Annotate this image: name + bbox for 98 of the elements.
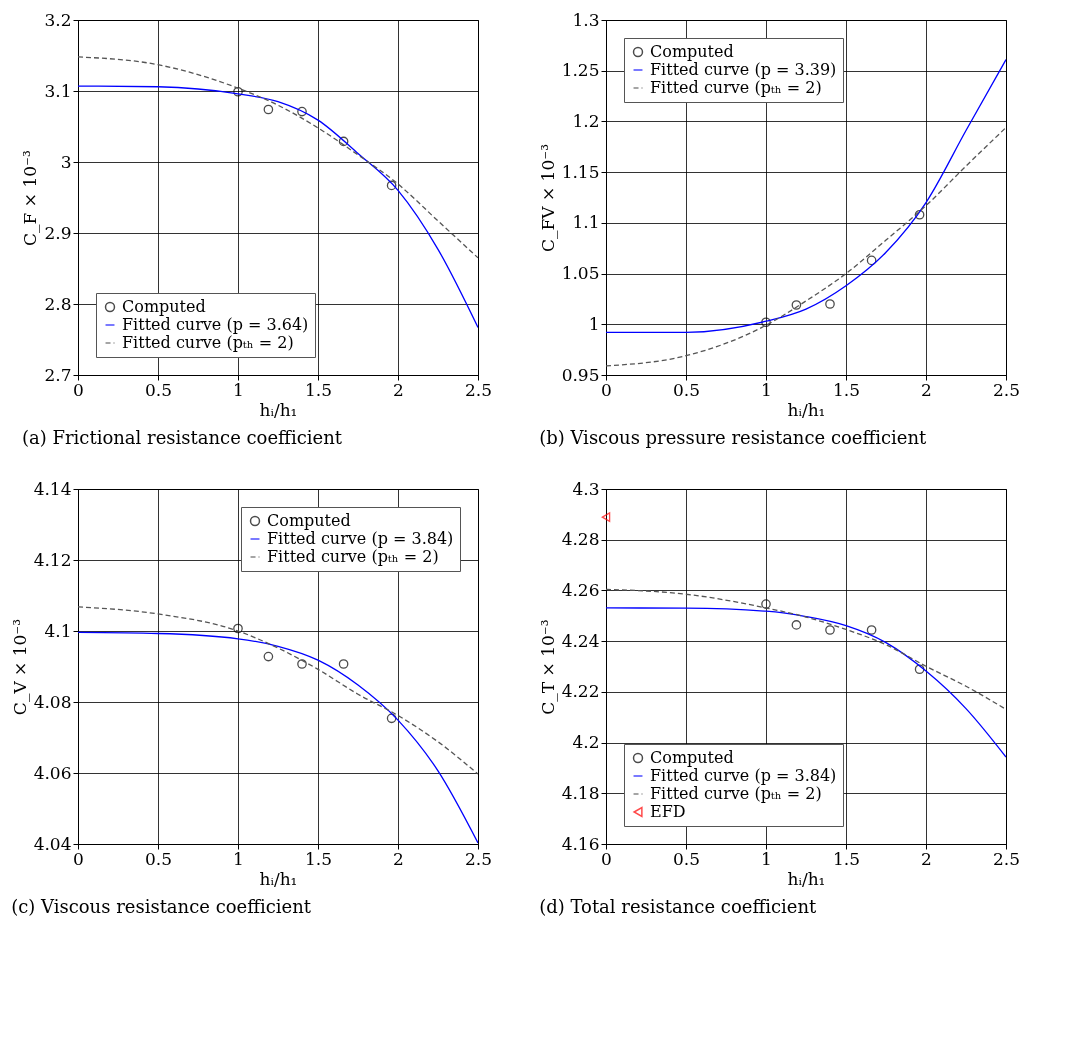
point <box>601 512 611 522</box>
point <box>791 300 802 310</box>
x-tick-label: 0.5 <box>144 848 173 869</box>
y-tick-label: 4.26 <box>561 579 600 600</box>
x-tick-label: 0 <box>73 379 84 400</box>
point <box>761 599 771 609</box>
legend-label: Fitted curve (p = 3.84) <box>267 529 454 548</box>
legend-label: Fitted curve (pₜₕ = 2) <box>122 333 294 352</box>
y-tick-label: 4.06 <box>33 762 72 783</box>
x-tick-label: 2.5 <box>992 848 1021 869</box>
x-tick-label: 0 <box>73 848 84 869</box>
y-tick-label: 3.1 <box>44 80 72 101</box>
x-tick-label: 0.5 <box>672 848 701 869</box>
legend-label: Computed <box>122 297 206 316</box>
point <box>866 625 877 635</box>
y-tick-label: 4.24 <box>561 630 600 651</box>
y-axis-title: C_F × 10⁻³ <box>20 150 41 246</box>
y-tick-label: 4.3 <box>572 478 600 499</box>
x-tick-label: 2.5 <box>464 848 493 869</box>
point <box>233 623 243 634</box>
x-axis-title: hᵢ/h₁ <box>787 399 826 420</box>
point <box>386 713 397 724</box>
y-axis-title: C_T × 10⁻³ <box>537 619 558 715</box>
y-tick-label: 1.1 <box>572 212 600 233</box>
y-tick-label: 4.1 <box>44 620 72 641</box>
y-axis-title: C_V × 10⁻³ <box>9 618 30 716</box>
legend-label: Computed <box>650 42 734 61</box>
x-tick-label: 1.5 <box>832 848 861 869</box>
y-tick-label: 1.2 <box>572 110 600 131</box>
x-tick-label: 2.5 <box>464 379 493 400</box>
y-tick-label: 4.14 <box>33 478 72 499</box>
legend-label: Computed <box>650 748 734 767</box>
x-tick-label: 1.5 <box>832 379 861 400</box>
legend-label: Fitted curve (pₜₕ = 2) <box>650 78 822 97</box>
x-tick-label: 0 <box>601 848 612 869</box>
y-tick-label: 1 <box>588 313 600 334</box>
text: (c) Viscous resistance coefficient <box>11 896 312 917</box>
y-tick-label: 2.8 <box>44 293 72 314</box>
x-tick-label: 2 <box>393 848 404 869</box>
x-tick-label: 1 <box>233 379 244 400</box>
x-tick-label: 1 <box>761 379 772 400</box>
x-tick-label: 1 <box>761 848 772 869</box>
point <box>338 659 349 669</box>
y-tick-label: 4.2 <box>572 732 600 753</box>
y-tick-label: 1.05 <box>561 263 600 284</box>
text: (b) Viscous pressure resistance coefficient <box>539 427 928 448</box>
x-axis-title: hᵢ/h₁ <box>259 399 298 420</box>
legend-label: Computed <box>267 511 351 530</box>
legend-label: Fitted curve (p = 3.84) <box>650 766 837 785</box>
y-tick-label: 3 <box>60 151 72 172</box>
x-tick-label: 2.5 <box>992 379 1021 400</box>
x-tick-label: 2 <box>921 848 932 869</box>
point <box>914 664 925 675</box>
y-tick-label: 1.3 <box>572 9 600 30</box>
x-tick-label: 2 <box>921 379 932 400</box>
y-tick-label: 4.18 <box>561 782 600 803</box>
x-tick-label: 1.5 <box>304 379 333 400</box>
text: (d) Total resistance coefficient <box>539 896 818 917</box>
x-axis-title: hᵢ/h₁ <box>787 868 826 889</box>
y-tick-label: 3.2 <box>44 9 72 30</box>
legend-label: Fitted curve (pₜₕ = 2) <box>650 784 822 803</box>
y-tick-label: 4.04 <box>33 833 72 854</box>
point <box>233 86 243 97</box>
x-tick-label: 2 <box>393 379 404 400</box>
point <box>338 136 349 147</box>
legend-label: EFD <box>650 802 686 821</box>
point <box>791 620 802 630</box>
y-tick-label: 1.25 <box>561 60 600 81</box>
point <box>263 651 274 662</box>
y-axis-title: C_FV × 10⁻³ <box>537 143 558 253</box>
point <box>263 104 274 115</box>
y-tick-label: 0.95 <box>561 364 600 385</box>
point <box>866 255 877 266</box>
legend-label: Fitted curve (p = 3.64) <box>122 315 309 334</box>
y-tick-label: 4.08 <box>33 691 72 712</box>
y-tick-label: 4.28 <box>561 529 600 550</box>
y-tick-label: 4.16 <box>561 833 600 854</box>
x-axis-title: hᵢ/h₁ <box>259 868 298 889</box>
y-tick-label: 2.9 <box>44 222 72 243</box>
point <box>825 625 835 635</box>
text: (a) Frictional resistance coefficient <box>21 427 343 448</box>
x-tick-label: 1 <box>233 848 244 869</box>
point <box>761 317 771 328</box>
y-tick-label: 4.22 <box>561 681 600 702</box>
point <box>825 299 835 309</box>
legend-label: Fitted curve (p = 3.39) <box>650 60 837 79</box>
y-tick-label: 2.7 <box>44 364 72 385</box>
point <box>297 659 307 669</box>
x-tick-label: 0 <box>601 379 612 400</box>
x-tick-label: 1.5 <box>304 848 333 869</box>
y-tick-label: 4.12 <box>33 549 72 570</box>
point <box>297 106 307 117</box>
point <box>914 209 925 220</box>
x-tick-label: 0.5 <box>144 379 173 400</box>
legend-label: Fitted curve (pₜₕ = 2) <box>267 547 439 566</box>
point <box>386 180 397 191</box>
y-tick-label: 1.15 <box>561 161 600 182</box>
x-tick-label: 0.5 <box>672 379 701 400</box>
